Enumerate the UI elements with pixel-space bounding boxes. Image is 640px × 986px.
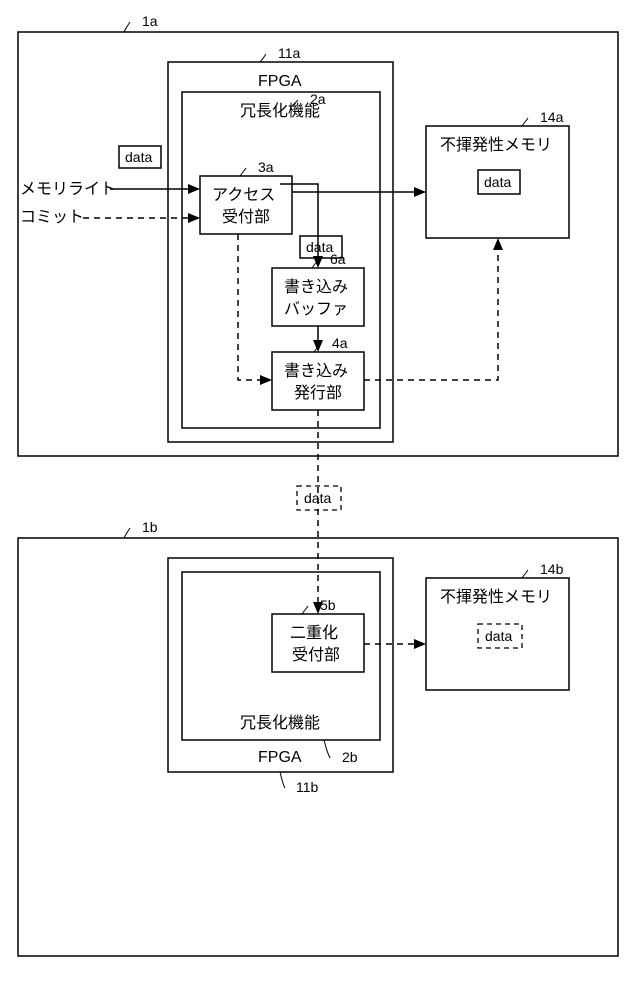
ref-11b: 11b [296, 779, 319, 795]
issue-line1: 書き込み [284, 362, 348, 380]
buf-line1: 書き込み [284, 278, 348, 296]
ref-4a: 4a [332, 335, 348, 351]
nvmem-a-label: 不揮発性メモリ [440, 136, 552, 154]
ref-14b: 14b [540, 561, 564, 577]
block-diagram: 1a FPGA 11a 冗長化機能 2a アクセス 受付部 3a 書き込み バッ… [0, 0, 640, 981]
redundancy-b-label: 冗長化機能 [240, 714, 320, 732]
commit-label: コミット [20, 209, 84, 226]
dup-line2: 受付部 [292, 646, 340, 664]
fpga-b-label: FPGA [258, 749, 302, 766]
arrow-issue-mema [364, 246, 498, 380]
data-input: data [125, 149, 152, 165]
data-buffer: data [306, 239, 333, 255]
ref-14a: 14a [540, 109, 564, 125]
issue-line2: 発行部 [294, 384, 342, 402]
ref-2a: 2a [310, 91, 326, 107]
access-line1: アクセス [212, 186, 275, 204]
buf-line2: バッファ [284, 301, 348, 318]
fpga-a-label: FPGA [258, 73, 302, 90]
data-mem-b: data [485, 628, 512, 644]
redundancy-a [182, 92, 380, 428]
ref-1a: 1a [142, 13, 158, 29]
nvmem-b-label: 不揮発性メモリ [440, 588, 552, 606]
ref-2b: 2b [342, 749, 358, 765]
access-line2: 受付部 [222, 208, 270, 226]
ref-3a: 3a [258, 159, 274, 175]
dup-line1: 二重化 [290, 624, 338, 642]
data-link: data [304, 490, 331, 506]
ref-11a: 11a [278, 45, 301, 61]
data-mem-a: data [484, 174, 511, 190]
memory-write-label: メモリライト [20, 181, 116, 198]
redundancy-a-label: 冗長化機能 [240, 102, 320, 120]
ref-5b: 5b [320, 597, 336, 613]
ref-1b: 1b [142, 519, 158, 535]
arrow-access-issue [238, 234, 264, 380]
